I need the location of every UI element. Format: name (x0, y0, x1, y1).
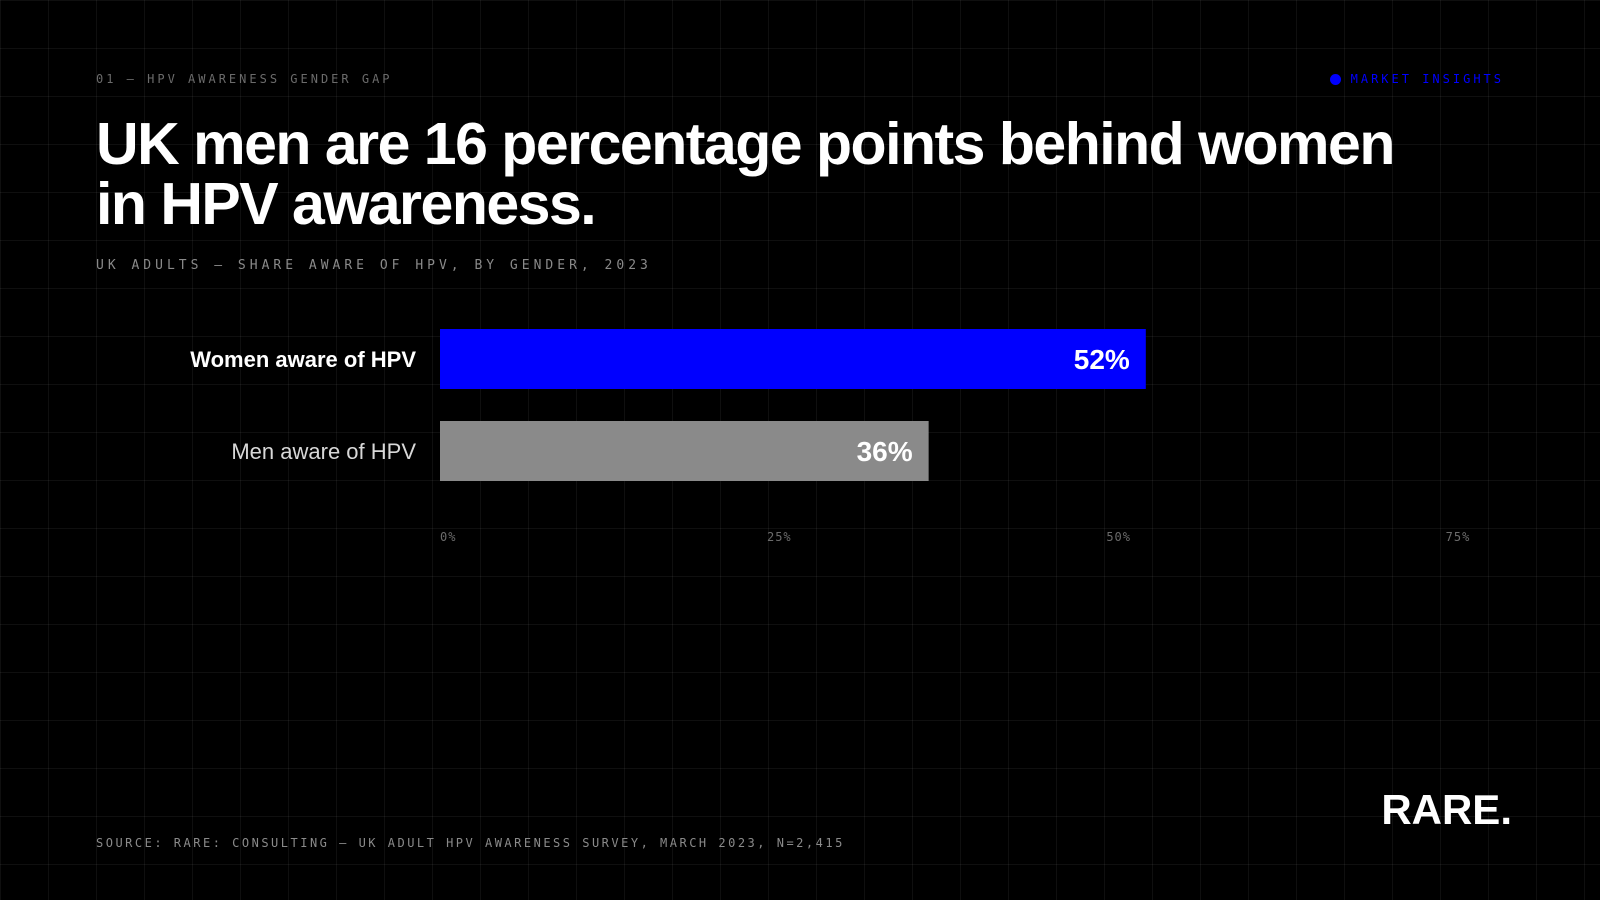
bar (440, 329, 1146, 389)
section-tag-label: MARKET INSIGHTS (1350, 72, 1504, 86)
data-label: 52% (1074, 344, 1130, 375)
page-title: UK men are 16 percentage points behind w… (96, 111, 1395, 237)
category-label: Men aware of HPV (231, 439, 416, 464)
eyebrow-label: 01 — HPV AWARENESS GENDER GAP (96, 72, 393, 86)
source-note: SOURCE: RARE: CONSULTING — UK ADULT HPV … (96, 836, 845, 850)
chart-subtitle: UK ADULTS — SHARE AWARE OF HPV, BY GENDE… (96, 258, 652, 273)
section-tag: MARKET INSIGHTS (1329, 72, 1504, 86)
data-label: 36% (857, 436, 913, 467)
dot-icon (1329, 73, 1341, 85)
tick-label: 50% (1106, 530, 1131, 544)
tick-label: 0% (440, 530, 456, 544)
brand-logo: RARE. (1381, 786, 1512, 833)
tick-label: 25% (767, 530, 792, 544)
category-label: Women aware of HPV (190, 347, 416, 372)
bar (440, 421, 929, 481)
tick-label: 75% (1446, 530, 1471, 544)
